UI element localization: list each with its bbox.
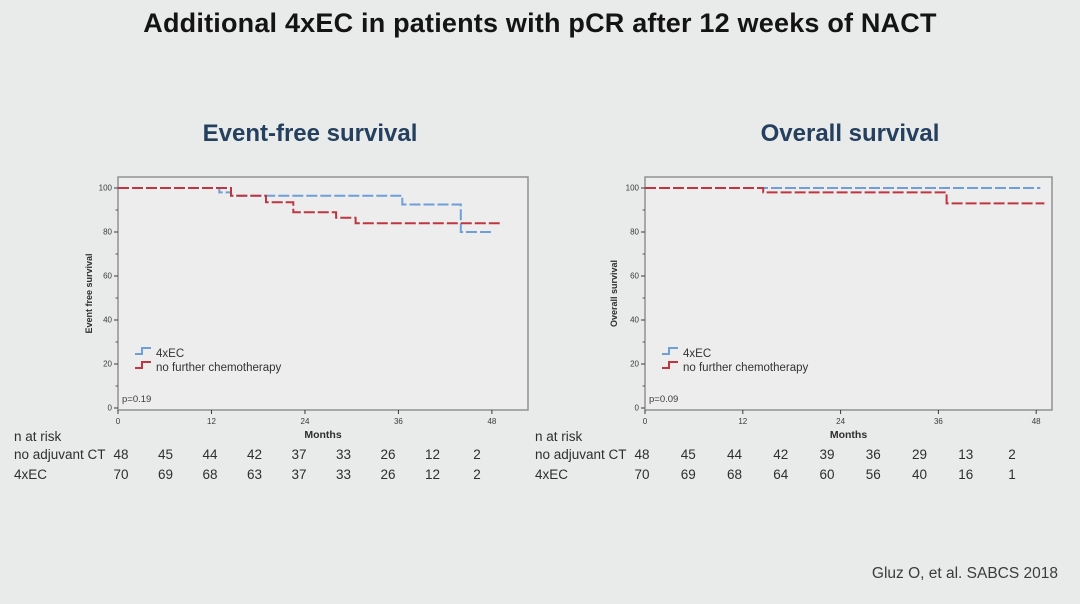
risk-value: 56 (865, 467, 881, 482)
y-tick-label: 60 (630, 272, 639, 281)
risk-value: 2 (473, 467, 481, 482)
risk-value: 39 (819, 447, 835, 462)
x-axis-label: Months (304, 429, 341, 441)
event-free-survival-chart: 100 80 60 40 20 0 0 12 24 36 48 Months Event free su… (80, 170, 540, 442)
x-tick-label: 36 (394, 417, 403, 426)
risk-value: 12 (424, 467, 441, 482)
y-tick-label: 80 (103, 228, 112, 237)
legend-swatch-icon (135, 361, 151, 369)
x-tick-label: 24 (836, 417, 845, 426)
risk-value: 2 (473, 447, 481, 462)
x-tick-label: 0 (116, 417, 121, 426)
overall-survival-plot: 100 80 60 40 20 00 12 24 36 48 Months Overall survi… (609, 176, 1053, 441)
risk-value: 26 (380, 447, 396, 462)
risk-value: 40 (911, 467, 928, 482)
risk-row-label: 4xEC (535, 467, 569, 482)
risk-value: 36 (865, 447, 881, 462)
risk-value: 45 (157, 447, 174, 462)
risk-value: 45 (680, 447, 696, 462)
risk-row-label: 4xEC (14, 467, 48, 482)
legend-label: 4xEC (156, 348, 184, 360)
risk-table-header: n at risk (535, 429, 583, 444)
risk-table-header: n at risk (14, 429, 62, 444)
km-curve-no-further-chemotherapy (118, 187, 500, 225)
legend-label: 4xEC (683, 348, 711, 360)
risk-value: 12 (424, 447, 441, 462)
risk-value: 64 (773, 467, 789, 482)
y-tick-label: 20 (103, 360, 112, 369)
legend-swatch-icon (662, 347, 678, 355)
y-tick-label: 20 (630, 360, 639, 369)
x-tick-label: 36 (934, 417, 943, 426)
risk-value: 48 (113, 447, 129, 462)
risk-value: 26 (380, 467, 396, 482)
legend-label: no further chemotherapy (683, 362, 809, 374)
risk-value: 29 (911, 447, 928, 462)
risk-value: 60 (819, 467, 835, 482)
plot-area (117, 176, 529, 411)
p-value: p=0.19 (122, 394, 151, 405)
risk-value: 33 (335, 447, 352, 462)
risk-value: 63 (246, 467, 263, 482)
y-tick-label: 100 (626, 184, 640, 193)
risk-value: 1 (1008, 467, 1016, 482)
x-tick-label: 24 (301, 417, 310, 426)
y-axis-label: Event free survival (84, 253, 94, 333)
legend-swatch-icon (662, 361, 678, 369)
citation: Gluz O, et al. SABCS 2018 (871, 565, 1058, 582)
risk-value: 42 (773, 447, 789, 462)
risk-row-label: no adjuvant CT (535, 447, 627, 462)
x-tick-label: 12 (738, 417, 747, 426)
y-tick-label: 40 (630, 316, 639, 325)
event-free-survival-plot: 100 80 60 40 20 00 12 24 36 48 Months Event free su… (84, 176, 529, 441)
y-tick-label: 60 (103, 272, 112, 281)
risk-value: 44 (202, 447, 218, 462)
risk-value: 33 (335, 467, 352, 482)
risk-value: 13 (958, 447, 974, 462)
y-tick-label: 80 (630, 228, 639, 237)
x-tick-label: 12 (207, 417, 216, 426)
y-tick-label: 0 (635, 404, 640, 413)
overall-survival-chart: 100 80 60 40 20 0 0 12 24 36 48 Months Overall survi… (605, 170, 1075, 442)
risk-row-label: no adjuvant CT (14, 447, 106, 462)
legend-swatch-icon (135, 347, 151, 355)
plot-area (644, 176, 1053, 411)
legend-label: no further chemotherapy (156, 362, 282, 374)
risk-value: 69 (157, 467, 174, 482)
y-tick-label: 40 (103, 316, 112, 325)
risk-value: 68 (726, 467, 743, 482)
y-tick-label: 100 (99, 184, 113, 193)
risk-value: 48 (634, 447, 650, 462)
x-tick-label: 0 (643, 417, 648, 426)
risk-value: 68 (202, 467, 218, 482)
x-tick-label: 48 (487, 417, 496, 426)
x-tick-label: 48 (1032, 417, 1041, 426)
y-axis-label: Overall survival (609, 260, 619, 327)
risk-value: 69 (680, 467, 696, 482)
os-panel-title: Overall survival (760, 120, 940, 147)
slide-title: Additional 4xEC in patients with pCR aft… (143, 8, 937, 38)
efs-panel-title: Event-free survival (202, 120, 418, 147)
risk-value: 70 (113, 467, 129, 482)
risk-value: 44 (726, 447, 743, 462)
risk-value: 2 (1008, 447, 1016, 462)
y-tick-label: 0 (108, 404, 113, 413)
km-curve-4xec (118, 187, 492, 233)
x-axis-label: Months (830, 429, 867, 441)
risk-value: 37 (291, 467, 307, 482)
risk-value: 42 (246, 447, 263, 462)
risk-value: 70 (634, 467, 650, 482)
risk-value: 16 (958, 467, 974, 482)
p-value: p=0.09 (649, 394, 678, 405)
risk-value: 37 (291, 447, 307, 462)
km-curve-no-further-chemotherapy (645, 187, 1045, 205)
